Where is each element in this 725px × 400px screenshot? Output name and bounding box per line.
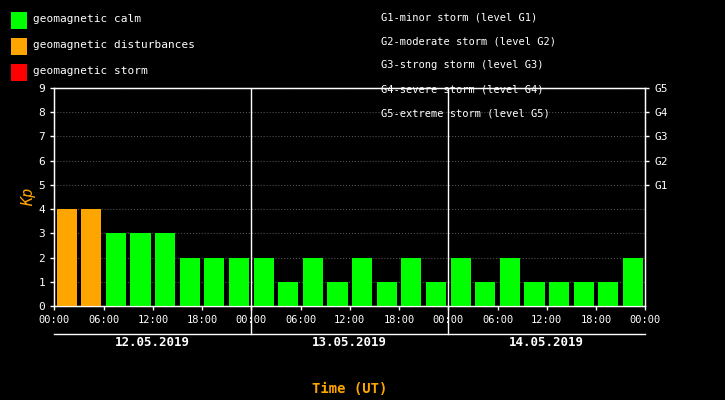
Bar	[254, 258, 274, 306]
Bar	[475, 282, 495, 306]
Text: G5-extreme storm (level G5): G5-extreme storm (level G5)	[381, 108, 550, 118]
Bar	[229, 258, 249, 306]
Bar	[500, 258, 520, 306]
Bar	[450, 258, 471, 306]
Text: G4-severe storm (level G4): G4-severe storm (level G4)	[381, 84, 543, 94]
Bar	[106, 233, 126, 306]
Text: 13.05.2019: 13.05.2019	[312, 336, 387, 349]
Bar	[81, 209, 102, 306]
Bar	[303, 258, 323, 306]
Bar	[278, 282, 299, 306]
Bar	[524, 282, 544, 306]
Bar	[328, 282, 347, 306]
Text: G2-moderate storm (level G2): G2-moderate storm (level G2)	[381, 36, 555, 46]
Bar	[130, 233, 151, 306]
Text: 12.05.2019: 12.05.2019	[115, 336, 191, 349]
Text: G3-strong storm (level G3): G3-strong storm (level G3)	[381, 60, 543, 70]
Bar	[401, 258, 421, 306]
Text: Time (UT): Time (UT)	[312, 382, 387, 396]
Text: G1-minor storm (level G1): G1-minor storm (level G1)	[381, 12, 537, 22]
Bar	[623, 258, 643, 306]
Text: geomagnetic calm: geomagnetic calm	[33, 14, 141, 24]
Bar	[57, 209, 77, 306]
Bar	[426, 282, 446, 306]
Bar	[155, 233, 175, 306]
Bar	[377, 282, 397, 306]
Bar	[549, 282, 569, 306]
Text: geomagnetic disturbances: geomagnetic disturbances	[33, 40, 194, 50]
Bar	[598, 282, 618, 306]
Text: geomagnetic storm: geomagnetic storm	[33, 66, 147, 76]
Text: 14.05.2019: 14.05.2019	[509, 336, 584, 349]
Bar	[573, 282, 594, 306]
Bar	[180, 258, 200, 306]
Y-axis label: Kp: Kp	[21, 188, 36, 206]
Bar	[352, 258, 372, 306]
Bar	[204, 258, 225, 306]
